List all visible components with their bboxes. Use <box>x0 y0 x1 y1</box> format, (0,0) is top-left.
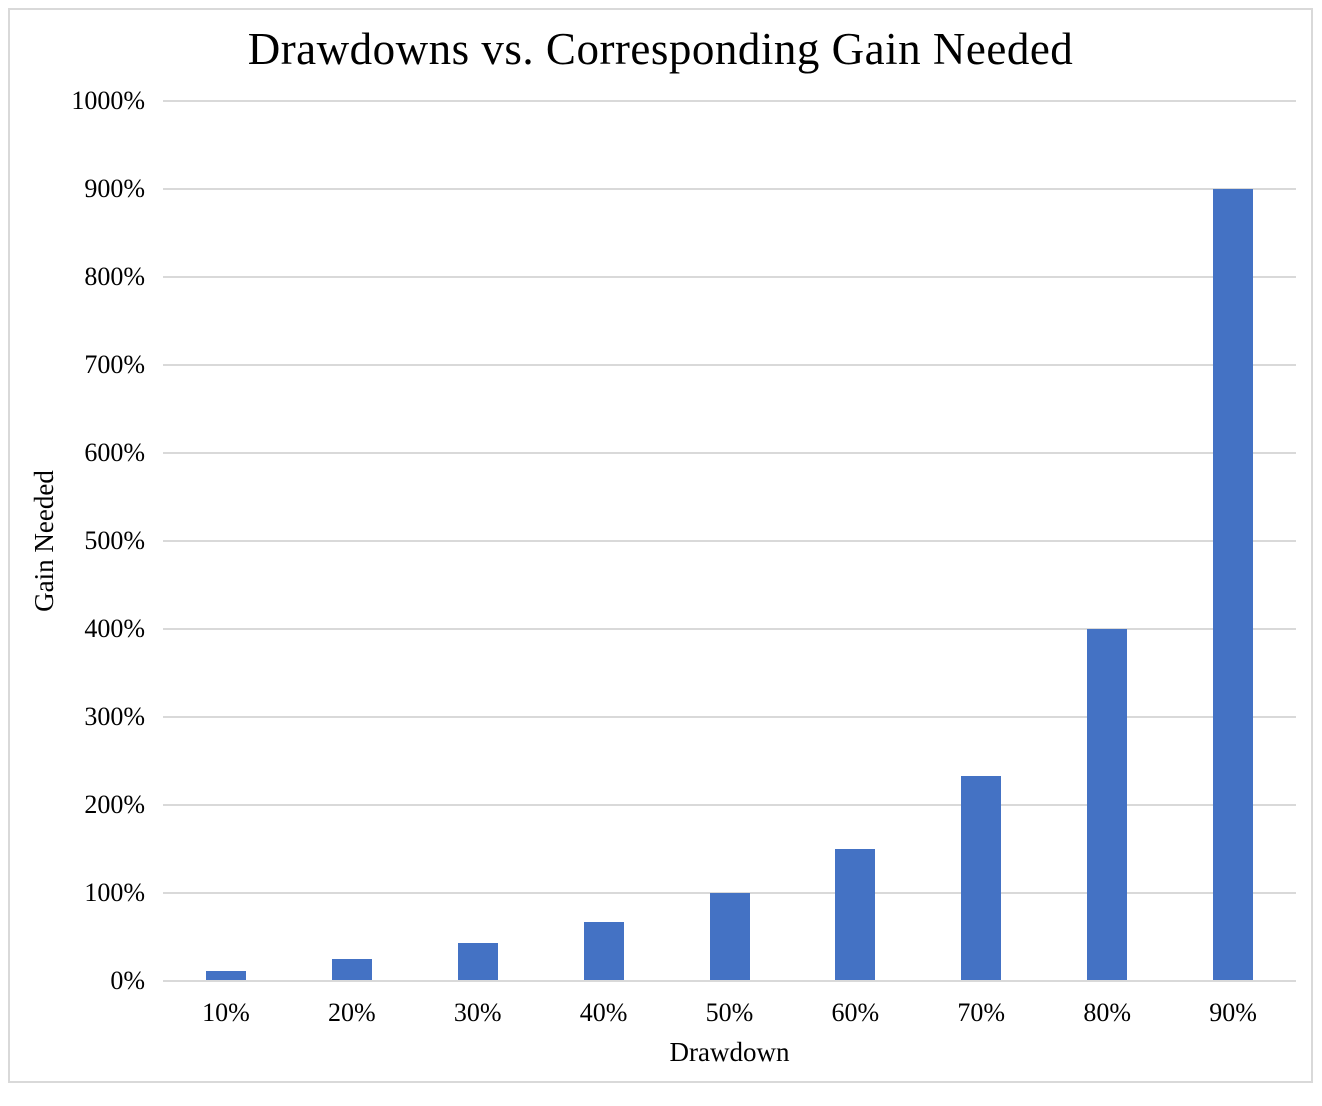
x-tick-label: 10% <box>202 998 250 1027</box>
y-tick-label: 600% <box>84 438 145 467</box>
y-gridline <box>163 540 1296 542</box>
x-tick-label: 20% <box>327 998 376 1027</box>
x-tick-label: 90% <box>1209 998 1257 1027</box>
bar <box>961 775 1002 981</box>
x-tick-label: 30% <box>453 998 502 1027</box>
x-axis-line <box>163 980 1296 982</box>
y-tick-label: 400% <box>84 614 145 643</box>
y-tick-label: 900% <box>84 174 145 203</box>
y-gridline <box>163 364 1296 366</box>
y-gridline <box>163 100 1296 102</box>
bar <box>1213 189 1254 981</box>
y-tick-label: 700% <box>84 350 145 379</box>
bar <box>457 943 498 981</box>
bar <box>583 922 624 981</box>
bar <box>331 959 372 981</box>
x-axis-title: Drawdown <box>669 1037 790 1067</box>
y-gridline <box>163 716 1296 718</box>
bar <box>835 849 876 981</box>
x-tick-label: 70% <box>957 998 1006 1027</box>
x-tick-label: 80% <box>1083 998 1131 1027</box>
y-tick-label: 300% <box>84 702 145 731</box>
y-gridline <box>163 188 1296 190</box>
y-gridline <box>163 628 1296 630</box>
y-gridline <box>163 452 1296 454</box>
y-tick-label: 800% <box>84 262 145 291</box>
x-tick-label: 50% <box>705 998 754 1027</box>
y-tick-label: 200% <box>84 790 145 819</box>
y-tick-label: 0% <box>110 966 145 995</box>
chart-title: Drawdowns vs. Corresponding Gain Needed <box>247 24 1074 74</box>
bar <box>1087 629 1128 981</box>
x-tick-label: 40% <box>579 998 628 1027</box>
y-tick-label: 500% <box>84 526 145 555</box>
y-tick-label: 100% <box>84 878 145 907</box>
y-gridline <box>163 276 1296 278</box>
bar <box>205 971 246 981</box>
y-gridline <box>163 804 1296 806</box>
x-tick-label: 60% <box>831 998 880 1027</box>
bar <box>709 893 750 981</box>
y-tick-label: 1000% <box>71 86 145 115</box>
